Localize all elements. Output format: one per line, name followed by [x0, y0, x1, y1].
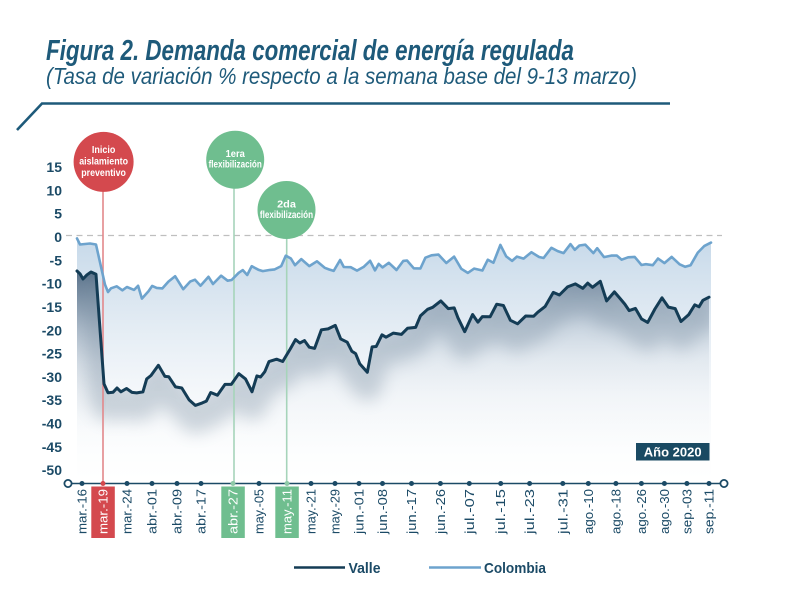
svg-text:abr.-09: abr.-09 — [170, 489, 185, 534]
svg-text:-20: -20 — [42, 322, 62, 338]
svg-text:jul.-07: jul.-07 — [462, 489, 477, 535]
svg-text:mar.-16: mar.-16 — [75, 489, 90, 534]
svg-text:Figura 2. Demanda comercial de: Figura 2. Demanda comercial de energía r… — [46, 35, 574, 67]
svg-text:Inicio: Inicio — [92, 144, 115, 156]
svg-text:(Tasa de variación % respecto: (Tasa de variación % respecto a la seman… — [46, 63, 637, 89]
svg-text:mar.-24: mar.-24 — [120, 489, 135, 534]
svg-text:sep.-11: sep.-11 — [702, 489, 717, 534]
svg-text:jun.-26: jun.-26 — [433, 489, 448, 535]
svg-text:-15: -15 — [42, 299, 62, 315]
svg-text:-45: -45 — [42, 439, 62, 455]
svg-text:preventivo: preventivo — [81, 167, 126, 179]
svg-text:sep.-03: sep.-03 — [679, 489, 694, 534]
svg-text:jul.-31: jul.-31 — [555, 489, 570, 535]
svg-text:ago.-10: ago.-10 — [581, 489, 596, 534]
svg-text:flexibilización: flexibilización — [260, 209, 313, 221]
svg-text:mar.-19: mar.-19 — [96, 489, 111, 534]
svg-text:15: 15 — [46, 159, 62, 175]
svg-text:jul.-23: jul.-23 — [522, 489, 537, 535]
svg-text:-25: -25 — [42, 346, 62, 362]
svg-text:jun.-01: jun.-01 — [352, 489, 367, 535]
svg-text:may.-21: may.-21 — [304, 489, 319, 534]
svg-text:ago.-30: ago.-30 — [657, 489, 672, 534]
svg-text:10: 10 — [46, 182, 62, 198]
svg-text:abr.-01: abr.-01 — [145, 489, 160, 534]
svg-text:Colombia: Colombia — [484, 560, 547, 577]
svg-text:-50: -50 — [42, 462, 62, 478]
svg-text:flexibilización: flexibilización — [209, 159, 262, 171]
svg-text:may.-29: may.-29 — [328, 489, 343, 534]
svg-text:jun.-08: jun.-08 — [375, 489, 390, 535]
svg-text:-10: -10 — [42, 276, 62, 292]
svg-text:2da: 2da — [277, 199, 296, 211]
svg-text:5: 5 — [54, 206, 62, 222]
svg-text:may.-11: may.-11 — [280, 489, 295, 534]
svg-text:may.-05: may.-05 — [252, 489, 267, 534]
svg-text:0: 0 — [54, 229, 62, 245]
svg-text:1era: 1era — [226, 148, 245, 160]
svg-text:-30: -30 — [42, 369, 62, 385]
svg-text:jul.-15: jul.-15 — [493, 489, 508, 535]
svg-text:jun.-17: jun.-17 — [404, 489, 419, 535]
svg-text:abr.-17: abr.-17 — [194, 489, 209, 534]
svg-text:Año 2020: Año 2020 — [644, 444, 702, 459]
svg-text:abr.-27: abr.-27 — [226, 489, 241, 534]
svg-text:ago.-26: ago.-26 — [634, 489, 649, 534]
svg-text:-5: -5 — [50, 252, 63, 268]
svg-text:-35: -35 — [42, 392, 62, 408]
svg-text:-40: -40 — [42, 416, 62, 432]
svg-text:aislamiento: aislamiento — [79, 156, 128, 168]
svg-text:ago.-18: ago.-18 — [608, 489, 623, 534]
svg-text:Valle: Valle — [349, 560, 381, 577]
